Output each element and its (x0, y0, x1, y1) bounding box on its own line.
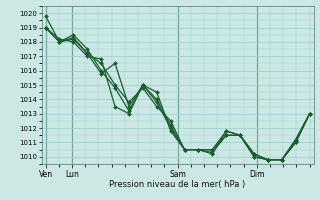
X-axis label: Pression niveau de la mer( hPa ): Pression niveau de la mer( hPa ) (109, 180, 246, 189)
